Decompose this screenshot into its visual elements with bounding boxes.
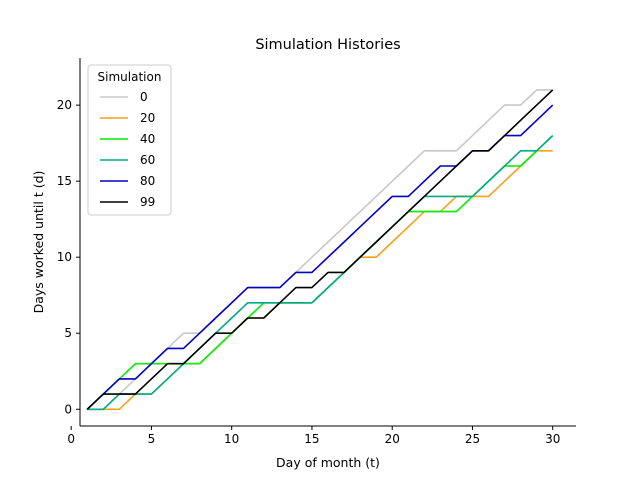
series-line-60: [87, 135, 554, 411]
y-tick-label: 5: [64, 326, 72, 340]
x-tick-label: 20: [385, 432, 400, 446]
legend-label-0: 0: [140, 90, 148, 104]
legend-title: Simulation: [98, 70, 162, 84]
legend: Simulation 0 20 40 60 80 99: [87, 64, 172, 216]
legend-box: [87, 64, 172, 216]
series-line-99: [86, 89, 554, 410]
x-tick-label: 15: [304, 432, 319, 446]
x-tick-label: 30: [545, 432, 560, 446]
y-tick-label: 10: [57, 250, 72, 264]
legend-label-60: 60: [140, 153, 155, 167]
x-tick-label: 10: [224, 432, 239, 446]
x-axis-label: Day of month (t): [276, 455, 380, 470]
y-tick-label: 20: [57, 98, 72, 112]
x-tick-label: 25: [465, 432, 480, 446]
legend-label-80: 80: [140, 174, 155, 188]
x-tick-label: 5: [148, 432, 156, 446]
y-axis-label: Days worked until t (d): [31, 171, 46, 314]
y-tick-label: 15: [57, 174, 72, 188]
legend-label-40: 40: [140, 132, 155, 146]
legend-label-99: 99: [140, 195, 155, 209]
x-tick-label: 0: [67, 432, 75, 446]
series-lines: [86, 89, 554, 411]
chart-title: Simulation Histories: [255, 37, 400, 53]
axes: 0 5 10 15 20 25 30 0 5 10 15 20: [57, 58, 576, 446]
y-tick-label: 0: [64, 402, 72, 416]
legend-label-20: 20: [140, 111, 155, 125]
